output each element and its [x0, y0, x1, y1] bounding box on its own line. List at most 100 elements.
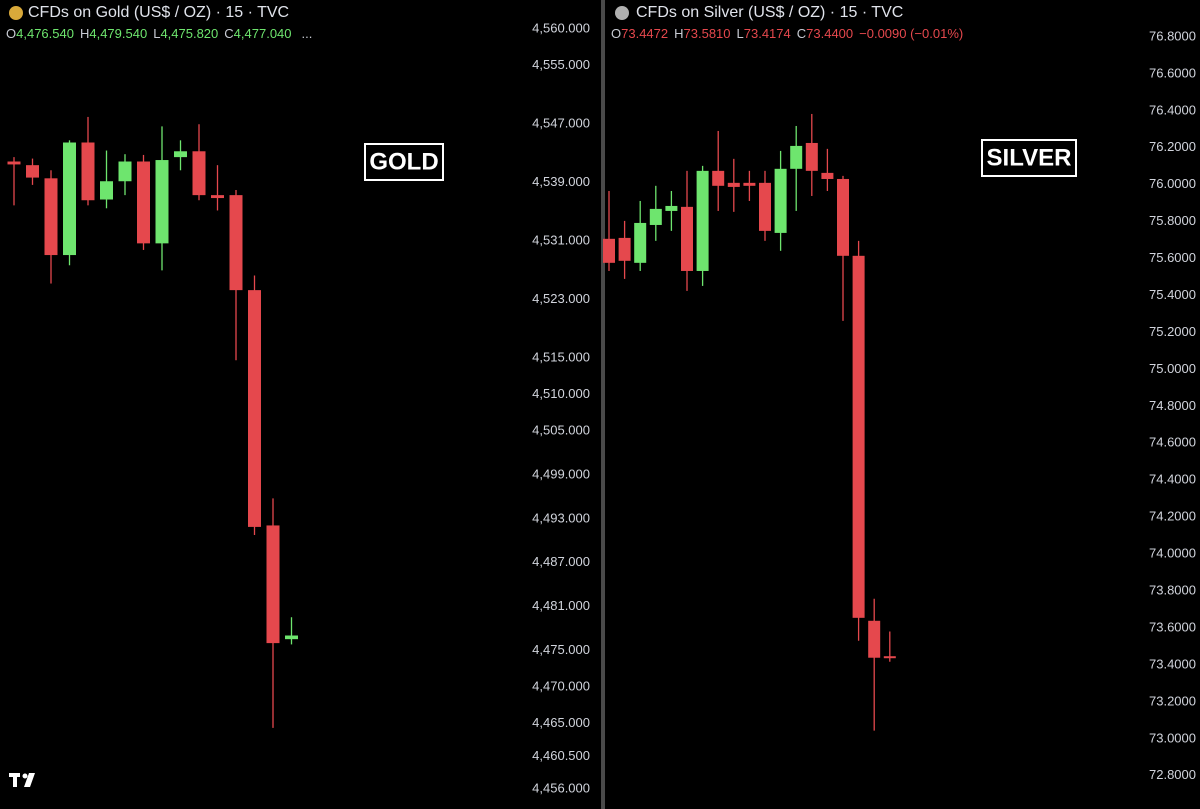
- candle-body: [681, 206, 693, 271]
- y-tick-label: 74.8000: [1149, 398, 1196, 413]
- y-tick-label: 4,481.000: [532, 598, 590, 613]
- candle-body: [759, 182, 771, 231]
- candle-body: [790, 145, 803, 169]
- candle-body: [229, 195, 243, 291]
- y-tick-label: 76.4000: [1149, 102, 1196, 117]
- ohlc-letter: C: [224, 26, 233, 41]
- logo-part: [22, 773, 28, 779]
- y-tick-label: 4,560.000: [532, 21, 590, 36]
- candle-body: [743, 182, 756, 186]
- y-tick-label: 4,487.000: [532, 554, 590, 569]
- ohlc-letter: H: [674, 26, 683, 41]
- y-tick-label: 74.4000: [1149, 472, 1196, 487]
- ohlc-legend: O4,476.540 H4,479.540 L4,475.820 C4,477.040…: [6, 26, 312, 41]
- ohlc-letter: H: [80, 26, 89, 41]
- y-tick-label: 73.6000: [1149, 619, 1196, 634]
- ohlc-value: 4,477.040: [234, 26, 292, 41]
- candle-body: [634, 222, 647, 263]
- y-tick-label: 4,523.000: [532, 291, 590, 306]
- more-indicator[interactable]: ...: [302, 26, 313, 41]
- candle-body: [100, 181, 113, 200]
- y-tick-label: 73.2000: [1149, 693, 1196, 708]
- candle-body: [696, 170, 709, 271]
- logo-part: [24, 773, 35, 787]
- candle-body: [81, 142, 95, 201]
- y-tick-label: 4,470.000: [532, 678, 590, 693]
- candle-body: [883, 656, 896, 659]
- candle-body: [211, 195, 224, 199]
- y-tick-label: 4,499.000: [532, 466, 590, 481]
- candle-body: [44, 178, 58, 256]
- candle-body: [774, 168, 787, 233]
- y-tick-label: 4,555.000: [532, 57, 590, 72]
- annotation-box: [981, 139, 1077, 177]
- panel-divider: [601, 0, 605, 809]
- candle-body: [665, 205, 678, 211]
- candle-body: [137, 161, 150, 244]
- y-tick-label: 4,531.000: [532, 233, 590, 248]
- y-tick-label: 74.0000: [1149, 546, 1196, 561]
- y-tick-label: 74.6000: [1149, 435, 1196, 450]
- ohlc-value: 73.4472: [621, 26, 668, 41]
- candle-body: [852, 255, 865, 618]
- y-tick-label: 4,456.000: [532, 781, 590, 796]
- ohlc-value: 73.4174: [744, 26, 791, 41]
- candle-body: [603, 238, 615, 263]
- y-tick-label: 4,510.000: [532, 386, 590, 401]
- gold-icon: [9, 6, 23, 20]
- y-tick-label: 4,465.000: [532, 715, 590, 730]
- candle-body: [63, 142, 76, 256]
- ohlc-letter: O: [611, 26, 621, 41]
- y-tick-label: 76.6000: [1149, 65, 1196, 80]
- y-tick-label: 4,515.000: [532, 350, 590, 365]
- y-tick-label: 76.0000: [1149, 176, 1196, 191]
- y-tick-label: 4,539.000: [532, 174, 590, 189]
- candle-body: [26, 165, 39, 178]
- candle-body: [266, 525, 280, 644]
- ohlc-legend: O73.4472 H73.5810 L73.4174 C73.4400 −0.0090 …: [611, 26, 963, 41]
- y-tick-label: 4,547.000: [532, 116, 590, 131]
- y-tick-label: 4,460.500: [532, 748, 590, 763]
- change-label: −0.0090 (−0.01%): [859, 26, 963, 41]
- y-tick-label: 73.0000: [1149, 730, 1196, 745]
- y-tick-label: 75.2000: [1149, 324, 1196, 339]
- candle-body: [248, 290, 261, 527]
- ohlc-value: 73.5810: [684, 26, 731, 41]
- y-tick-label: 75.4000: [1149, 287, 1196, 302]
- y-tick-label: 76.2000: [1149, 139, 1196, 154]
- chart-title: CFDs on Gold (US$ / OZ) · 15 · TVC: [28, 4, 289, 21]
- candle-body: [7, 161, 21, 165]
- ohlc-value: 4,475.820: [160, 26, 218, 41]
- candle-body: [805, 142, 818, 171]
- candle-body: [118, 161, 132, 182]
- y-tick-label: 72.8000: [1149, 767, 1196, 782]
- y-tick-label: 73.8000: [1149, 582, 1196, 597]
- y-tick-label: 75.6000: [1149, 250, 1196, 265]
- candle-body: [727, 182, 740, 187]
- tv-logo: [9, 773, 35, 787]
- ohlc-value: 4,476.540: [16, 26, 74, 41]
- candle-body: [618, 237, 631, 261]
- candle-body: [192, 151, 206, 196]
- chart-title: CFDs on Silver (US$ / OZ) · 15 · TVC: [636, 4, 903, 21]
- annotation: SILVER: [987, 144, 1072, 171]
- y-tick-label: 4,475.000: [532, 642, 590, 657]
- annotation: GOLD: [369, 148, 438, 175]
- annotation-box: [364, 143, 444, 181]
- candle-body: [649, 208, 662, 225]
- y-tick-label: 4,505.000: [532, 423, 590, 438]
- y-tick-label: 75.0000: [1149, 361, 1196, 376]
- y-tick-label: 75.8000: [1149, 213, 1196, 228]
- silver-icon: [615, 6, 629, 20]
- candle-body: [285, 635, 298, 640]
- ohlc-letter: L: [153, 26, 160, 41]
- logo-part: [13, 773, 17, 787]
- candle-body: [174, 151, 187, 158]
- y-tick-label: 76.8000: [1149, 28, 1196, 43]
- ohlc-letter: C: [797, 26, 806, 41]
- candle-body: [155, 160, 169, 244]
- y-tick-label: 4,493.000: [532, 510, 590, 525]
